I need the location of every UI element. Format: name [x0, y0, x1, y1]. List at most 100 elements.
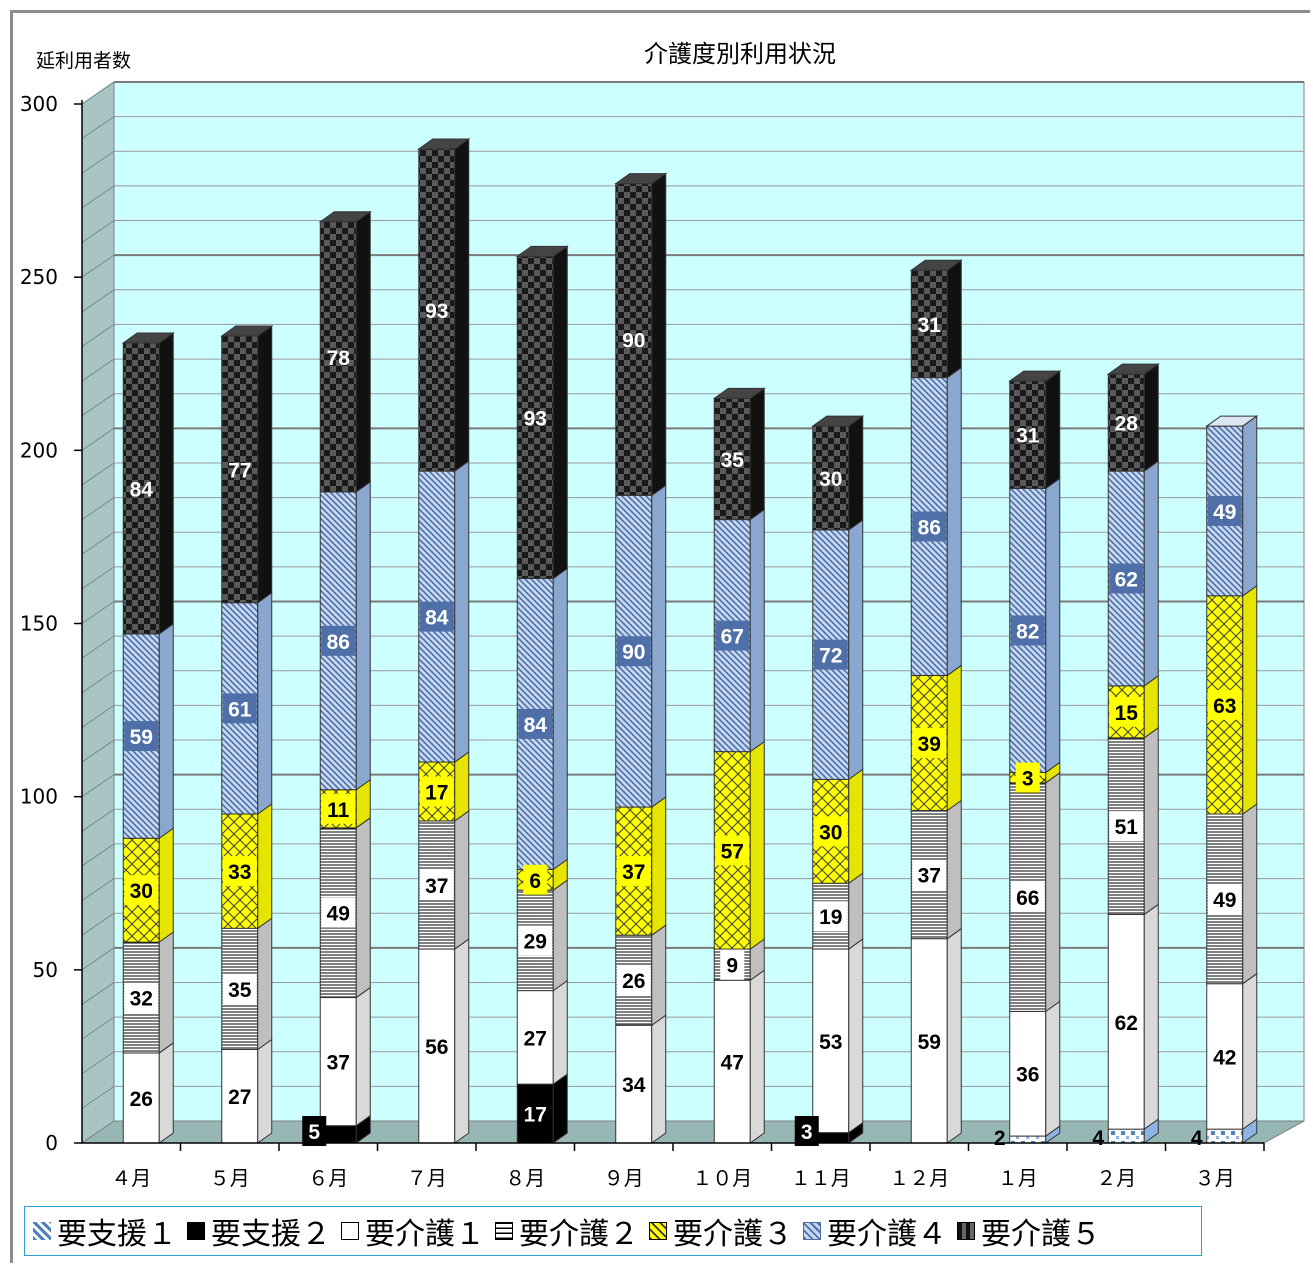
data-label: 17 — [419, 776, 454, 807]
data-label: 59 — [124, 721, 159, 752]
data-label-box — [912, 859, 947, 890]
data-label-text: 4 — [1191, 1127, 1203, 1150]
gridline-side — [81, 393, 115, 417]
gridline-side — [81, 878, 115, 901]
data-label: 93 — [425, 300, 448, 323]
bar-segment — [319, 221, 357, 493]
data-label: 9 — [720, 949, 745, 980]
data-label-box — [616, 856, 651, 887]
data-label-box — [1015, 762, 1040, 793]
data-label-box — [124, 982, 159, 1013]
data-label: 42 — [1207, 1041, 1242, 1072]
data-label-box — [222, 693, 257, 724]
data-label: 51 — [1109, 811, 1144, 842]
bar-stack: 4 62 51 15 62 28 — [1092, 363, 1160, 1150]
data-label-box — [912, 1025, 947, 1056]
data-label: 84 — [419, 601, 454, 632]
bar-segment-side — [749, 740, 765, 951]
legend-label: 要介護１ — [365, 1217, 485, 1252]
legend-swatch — [957, 1222, 975, 1240]
data-label-text: 35 — [721, 449, 745, 472]
data-label: 66 — [1010, 882, 1045, 913]
data-label-box — [419, 776, 454, 807]
data-label: 33 — [222, 856, 257, 887]
data-label-box — [1010, 882, 1045, 913]
data-label: 3 — [1015, 762, 1040, 793]
gridline-side — [81, 324, 115, 347]
data-label-box — [518, 925, 553, 956]
gridline-side — [81, 1051, 115, 1075]
data-label-box — [518, 1022, 553, 1053]
data-label: 61 — [222, 693, 257, 724]
bar-segment-side — [1045, 771, 1061, 1013]
data-label-text: 78 — [327, 347, 351, 370]
data-label: 27 — [222, 1081, 257, 1112]
x-tick-label: ６月 — [308, 1166, 348, 1190]
data-label-text: 37 — [918, 865, 941, 888]
bar-segment-side — [552, 879, 568, 992]
bar-top — [1205, 415, 1259, 427]
gridline-side — [81, 704, 115, 728]
x-tick-label: ２月 — [1096, 1166, 1136, 1190]
data-label-text: 61 — [228, 698, 252, 721]
bar-stack: 17 27 29 6 84 93 — [515, 245, 569, 1144]
data-label: 35 — [222, 973, 257, 1004]
legend: 要支援１ 要支援２ 要介護１ 要介護２ 要介護３ 要介護４ 要介護５ — [24, 1206, 1202, 1256]
data-label-text: 56 — [425, 1036, 448, 1059]
gridline-side — [81, 220, 115, 243]
data-label-text: 27 — [524, 1027, 547, 1050]
data-label-text: 49 — [327, 903, 350, 926]
data-label: 37 — [419, 869, 454, 900]
data-label: 37 — [321, 1046, 356, 1077]
data-label-box — [321, 897, 356, 928]
gridline-side — [81, 843, 115, 867]
bar-stack: 4 42 49 63 49 — [1191, 415, 1259, 1150]
data-label: 4 — [1191, 1127, 1203, 1150]
bar-segment-side — [257, 591, 273, 815]
bar-segment-side — [1143, 674, 1159, 739]
data-label: 30 — [813, 816, 848, 847]
bar-segment-side — [1045, 370, 1061, 490]
data-label-text: 62 — [1115, 1012, 1138, 1035]
bar-segment-side — [552, 979, 568, 1086]
data-label-box — [1109, 1006, 1144, 1037]
bar-segment-side — [454, 938, 470, 1144]
bar-segment — [418, 148, 456, 472]
bar-segment-side — [946, 927, 962, 1144]
data-label-text: 31 — [918, 314, 942, 337]
data-label: 5 — [302, 1116, 327, 1146]
data-label-box — [616, 965, 651, 996]
x-tick-label: １０月 — [692, 1166, 752, 1190]
data-label-text: 53 — [819, 1031, 842, 1054]
data-label-box — [1109, 811, 1144, 842]
bar-top — [1106, 363, 1160, 375]
data-label-box — [518, 708, 553, 739]
data-label: 84 — [130, 478, 154, 501]
legend-swatch — [649, 1222, 667, 1240]
data-label: 17 — [518, 1098, 553, 1129]
y-tick-label: 50 — [33, 958, 58, 982]
data-label-text: 5 — [308, 1121, 320, 1144]
legend-item: 要支援２ — [187, 1209, 331, 1253]
gridline-side — [81, 808, 115, 832]
data-label-text: 42 — [1213, 1046, 1236, 1069]
bar-top — [811, 415, 865, 427]
bar-stack: 47 9 57 67 35 — [712, 387, 766, 1144]
bar-segment-side — [1045, 1000, 1061, 1138]
y-tick-label: 200 — [20, 438, 58, 462]
bar-segment-side — [454, 809, 470, 951]
gridline-side — [81, 1016, 115, 1040]
data-label-text: 90 — [622, 330, 645, 353]
data-label: 90 — [616, 636, 651, 667]
legend-swatch — [495, 1222, 513, 1240]
data-label: 90 — [622, 330, 645, 353]
data-label-text: 4 — [1092, 1127, 1104, 1150]
gridline-side — [81, 947, 115, 971]
gridlines — [81, 81, 1304, 1109]
data-label-text: 84 — [130, 478, 154, 501]
data-label: 49 — [1207, 495, 1242, 526]
x-tick-label: ４月 — [111, 1166, 151, 1190]
data-label-box — [419, 869, 454, 900]
bar-segment-side — [552, 567, 568, 871]
legend-item: 要介護２ — [495, 1209, 639, 1253]
